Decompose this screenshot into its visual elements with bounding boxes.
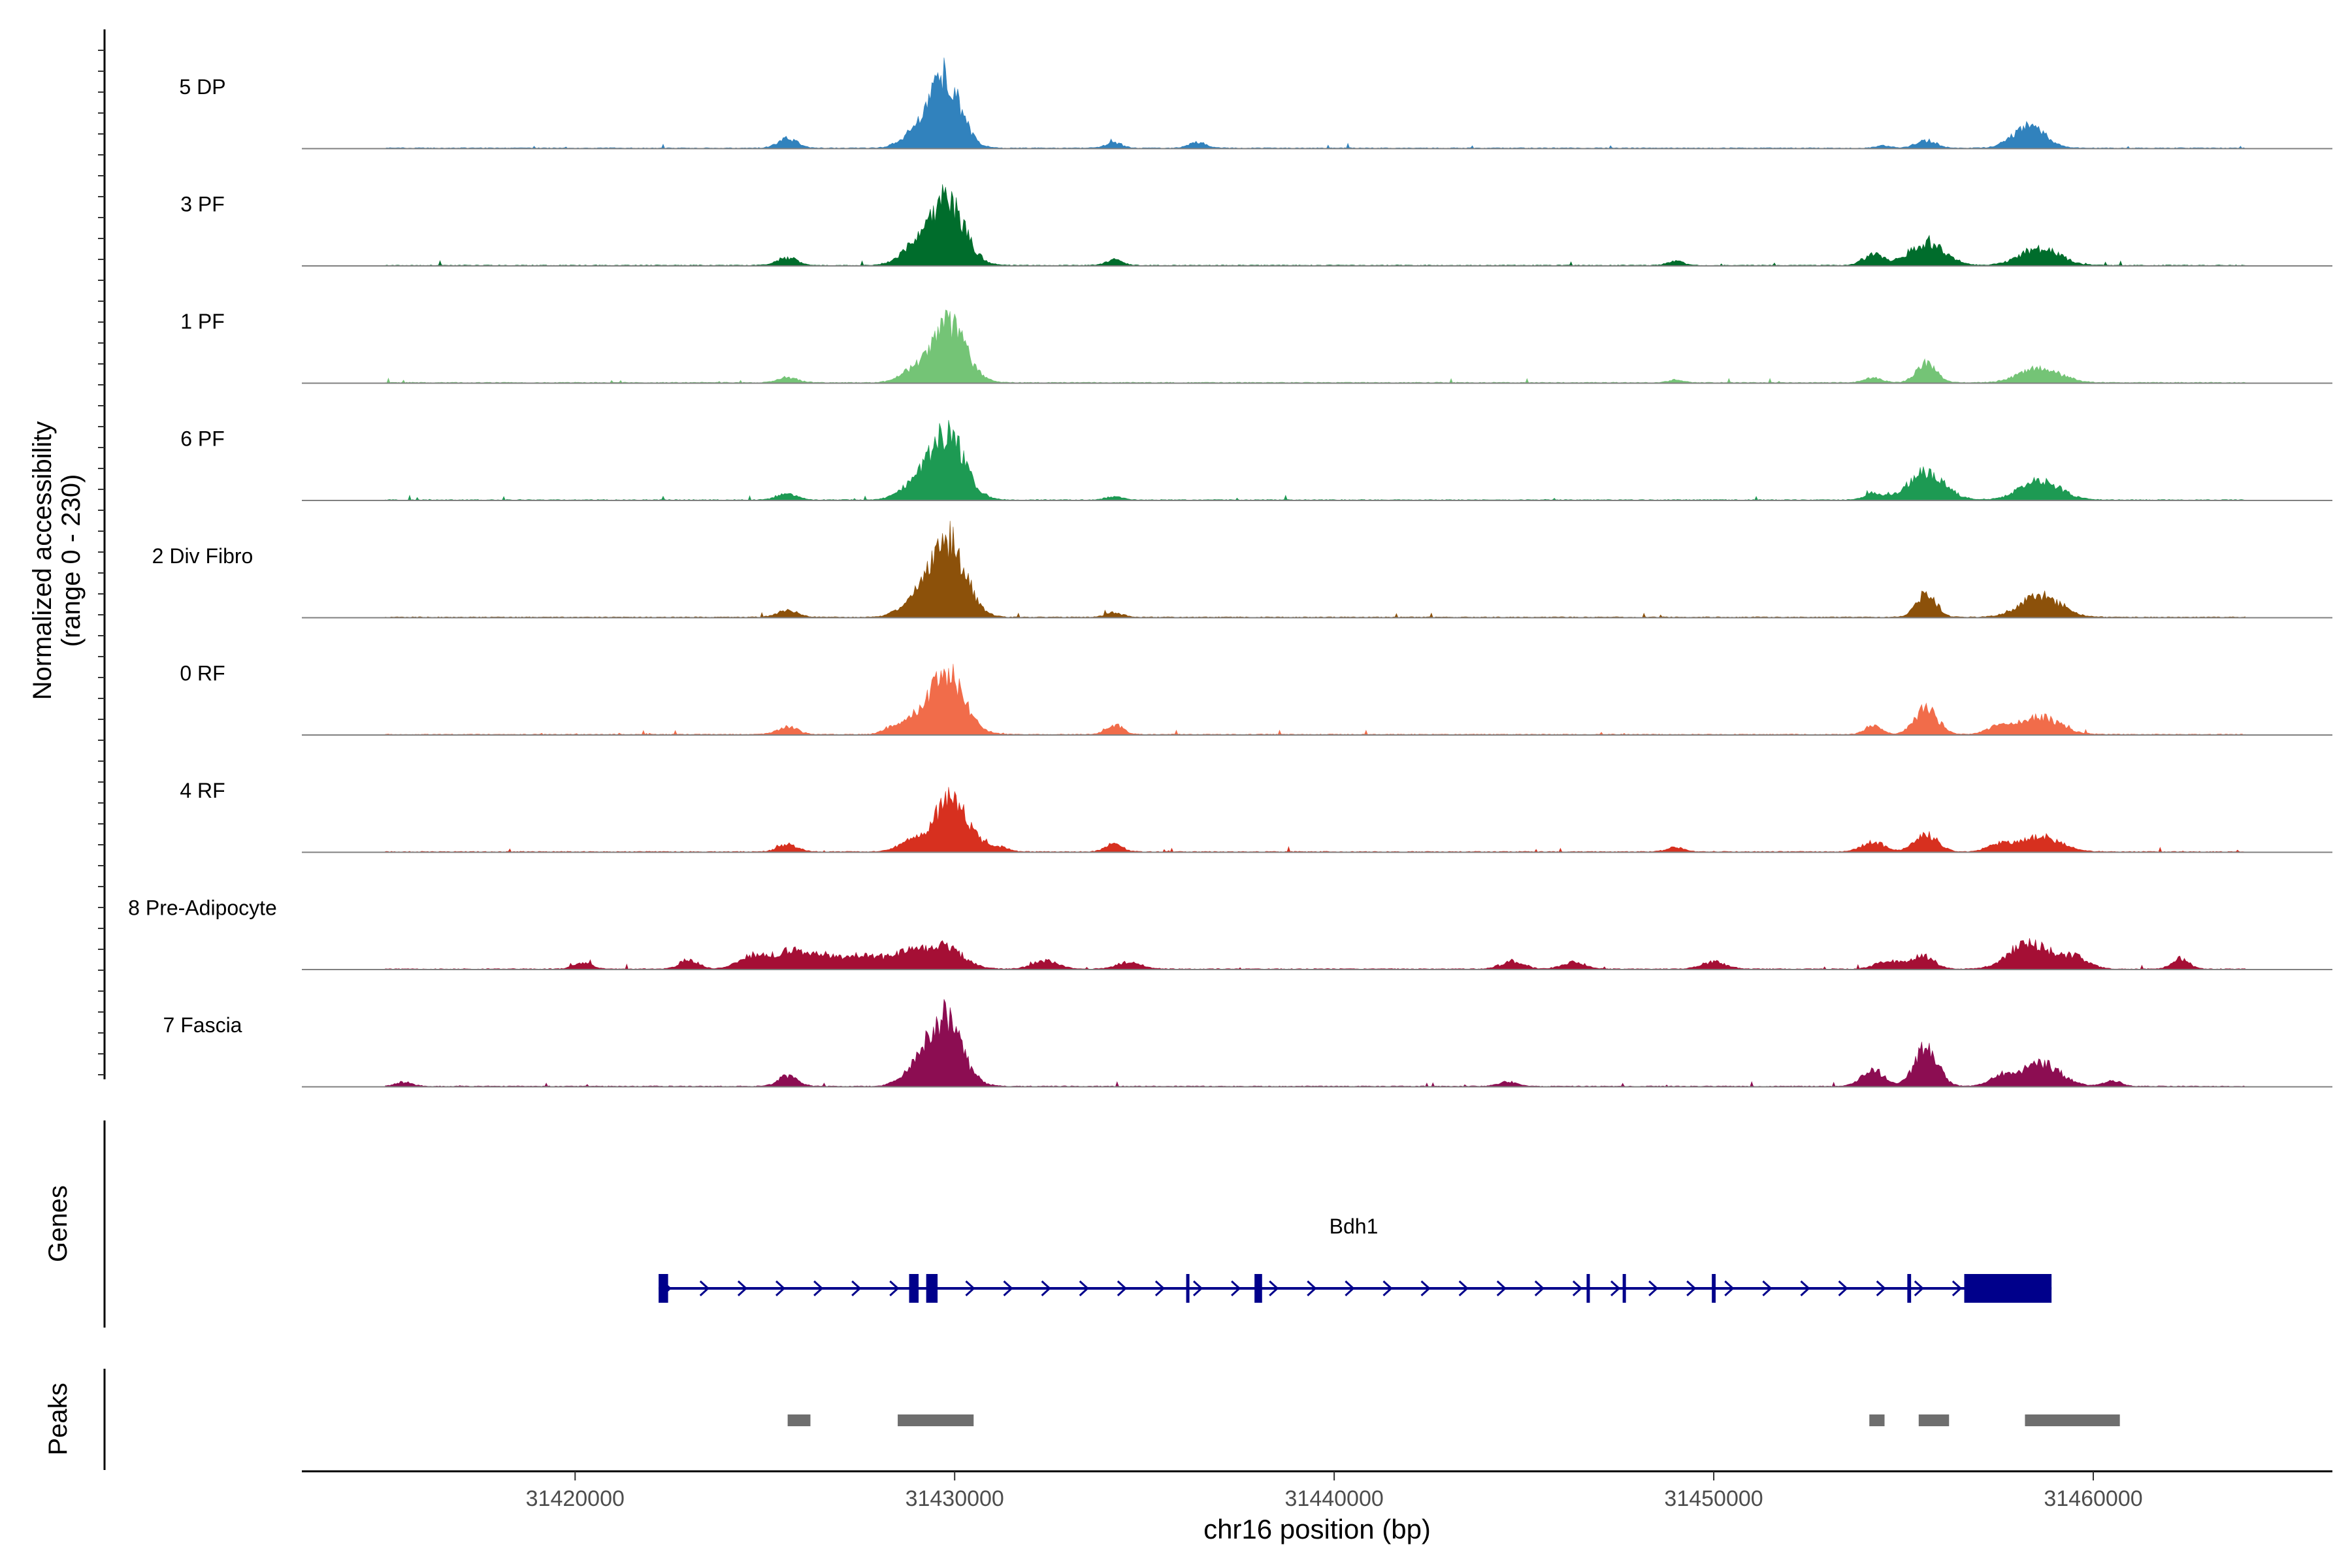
track-4-rf: 4 RF: [180, 779, 2332, 853]
coverage-area-7-fascia: [385, 999, 2246, 1087]
x-tick-label: 31450000: [1664, 1486, 1763, 1511]
track-6-pf: 6 PF: [180, 419, 2332, 501]
track-0-rf: 0 RF: [180, 662, 2332, 736]
strand-arrow: [737, 1280, 748, 1297]
x-tick-label: 31430000: [906, 1486, 1004, 1511]
strand-arrow: [1307, 1280, 1317, 1297]
coverage-area-6-pf: [385, 419, 2246, 501]
y-axis: [98, 29, 106, 1079]
gene-exon: [1907, 1274, 1912, 1303]
strand-arrow: [813, 1280, 824, 1297]
peak-region: [787, 1414, 811, 1426]
strand-arrow: [1003, 1280, 1013, 1297]
track-label: 8 Pre-Adipocyte: [128, 896, 277, 920]
strand-arrow: [1572, 1280, 1583, 1297]
coverage-area-2-div-fibro: [385, 521, 2246, 618]
track-label: 1 PF: [180, 310, 225, 333]
track-label: 5 DP: [179, 75, 225, 99]
gene-exon: [1622, 1274, 1626, 1303]
strand-arrow: [1231, 1280, 1241, 1297]
peak-regions: [787, 1414, 2120, 1426]
track-2-div-fibro: 2 Div Fibro: [152, 521, 2332, 619]
strand-arrow: [1686, 1280, 1697, 1297]
gene-exon: [926, 1274, 938, 1303]
coverage-area-8-pre-adipocyte: [385, 938, 2246, 970]
gene-exon: [909, 1274, 919, 1303]
gene-name-label: Bdh1: [1330, 1215, 1379, 1238]
y-axis-label-line2: (range 0 - 230): [57, 474, 86, 647]
genes-track-label: Genes: [44, 1185, 73, 1262]
track-5-dp: 5 DP: [179, 57, 2332, 150]
peak-region: [1918, 1414, 1950, 1426]
x-tick-label: 31420000: [526, 1486, 625, 1511]
coverage-area-5-dp: [385, 57, 2246, 149]
strand-arrow: [1534, 1280, 1545, 1297]
strand-arrow: [1762, 1280, 1772, 1297]
y-axis-label-line1: Normalized accessibility: [28, 421, 57, 700]
coverage-area-4-rf: [385, 787, 2246, 853]
x-tick-label: 31460000: [2044, 1486, 2142, 1511]
gene-exon: [1712, 1274, 1716, 1303]
strand-arrow: [1876, 1280, 1886, 1297]
coverage-area-1-pf: [385, 309, 2246, 384]
peak-region: [1869, 1414, 1885, 1426]
strand-arrow: [1041, 1280, 1051, 1297]
strand-arrow: [1154, 1280, 1166, 1297]
gene-exon: [1186, 1274, 1190, 1303]
gene-exon: [1586, 1274, 1590, 1303]
strand-arrow: [1724, 1280, 1735, 1297]
track-label: 7 Fascia: [163, 1013, 242, 1037]
track-label: 6 PF: [180, 427, 225, 451]
peaks-track-label: Peaks: [44, 1382, 73, 1455]
strand-arrow: [1610, 1280, 1621, 1297]
strand-arrow: [1079, 1280, 1089, 1297]
track-label: 2 Div Fibro: [152, 544, 253, 568]
strand-arrow: [1420, 1280, 1431, 1297]
strand-arrow: [699, 1280, 710, 1297]
strand-arrow: [1458, 1280, 1469, 1297]
track-8-pre-adipocyte: 8 Pre-Adipocyte: [128, 896, 2332, 970]
strand-arrow: [1800, 1280, 1810, 1297]
gene-model: [659, 1274, 2052, 1303]
strand-arrow: [775, 1280, 786, 1297]
peak-region: [898, 1414, 974, 1426]
strand-arrow: [851, 1280, 862, 1297]
gene-exon: [1254, 1274, 1262, 1303]
strand-arrow: [1496, 1280, 1507, 1297]
track-label: 4 RF: [180, 779, 225, 802]
peak-region: [2025, 1414, 2120, 1426]
strand-arrow: [1648, 1280, 1659, 1297]
x-axis-label: chr16 position (bp): [1203, 1514, 1431, 1544]
coverage-area-0-rf: [385, 664, 2246, 736]
x-tick-label: 31440000: [1285, 1486, 1384, 1511]
track-3-pf: 3 PF: [180, 184, 2332, 267]
strand-arrow: [1914, 1280, 1924, 1297]
gene-exon-large: [1964, 1274, 2052, 1303]
strand-arrow: [1952, 1280, 1963, 1297]
track-1-pf: 1 PF: [180, 309, 2332, 384]
strand-arrow: [1117, 1280, 1128, 1297]
track-label: 0 RF: [180, 662, 225, 685]
coverage-area-3-pf: [385, 184, 2246, 267]
strand-arrow: [1382, 1280, 1393, 1297]
coverage-tracks: 5 DP 3 PF 1 PF 6 PF 2 Div Fibro 0 RF 4 RF 8 Pre…: [128, 57, 2332, 1088]
x-axis: 31420000 31430000 31440000 31450000 31460000: [526, 1471, 2143, 1511]
strand-arrow: [1838, 1280, 1848, 1297]
strand-arrow: [1269, 1280, 1279, 1297]
strand-arrow: [889, 1280, 900, 1297]
strand-arrow: [965, 1280, 975, 1297]
track-label: 3 PF: [180, 193, 225, 216]
strand-arrow: [1192, 1280, 1203, 1297]
strand-arrow: [1345, 1280, 1355, 1297]
gene-exon: [659, 1274, 668, 1303]
track-7-fascia: 7 Fascia: [163, 999, 2332, 1088]
